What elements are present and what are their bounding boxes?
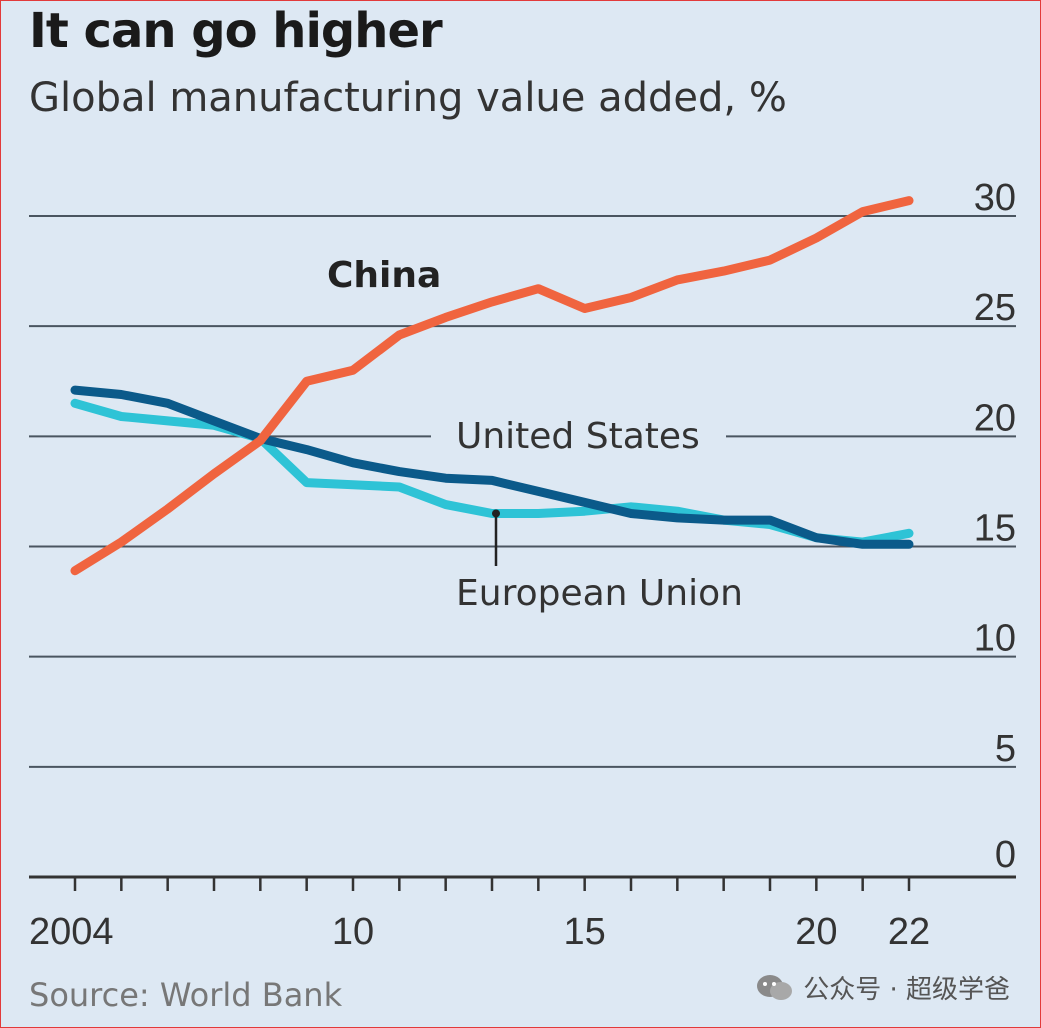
series-lines [70, 196, 914, 576]
series-line-china [70, 196, 914, 576]
y-tick-label: 5 [995, 728, 1016, 770]
y-tick-label: 15 [974, 508, 1016, 550]
chart-title: It can go higher [29, 3, 443, 59]
eu-leader-dot [492, 509, 500, 518]
x-tick-label: 10 [332, 911, 374, 953]
y-tick-label: 10 [974, 618, 1016, 660]
y-tick-label: 25 [974, 287, 1016, 329]
x-axis: 2004 10 15 20 22 [29, 875, 1016, 953]
x-tick-label: 22 [888, 911, 930, 953]
x-tick-label: 15 [564, 911, 606, 953]
wechat-icon [757, 974, 793, 1000]
x-tick-label: 2004 [29, 911, 114, 953]
label-china: China [327, 255, 441, 296]
x-tick-label: 20 [795, 911, 837, 953]
chart-subtitle: Global manufacturing value added, % [29, 75, 787, 121]
source-note: Source: World Bank [29, 976, 343, 1014]
y-tick-label: 20 [974, 397, 1016, 439]
watermark: 公众号 · 超级学爸 [755, 969, 1010, 1006]
series-line-united-states [70, 385, 914, 549]
series-labels: China United States European Union [327, 255, 743, 614]
y-tick-label: 30 [974, 177, 1016, 219]
gridlines: 5 10 15 20 25 30 0 [29, 177, 1016, 876]
y-tick-label: 0 [995, 834, 1016, 876]
watermark-text: 公众号 · 超级学爸 [803, 975, 1010, 1005]
label-united-states: United States [456, 416, 700, 457]
label-european-union: European Union [456, 573, 743, 614]
